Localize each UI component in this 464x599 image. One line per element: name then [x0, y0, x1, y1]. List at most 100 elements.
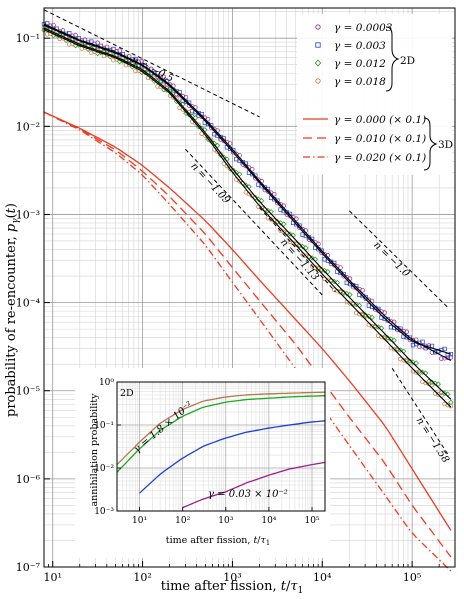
legend-label: γ = 0.0003: [334, 22, 393, 34]
series-marker: [117, 48, 122, 53]
legend-label: γ = 0.012: [334, 58, 386, 70]
series-marker: [429, 379, 435, 385]
series-marker: [338, 265, 343, 270]
main-axis-ticks: 10¹ 10² 10³ 10⁴ 10⁵10⁻⁷10⁻⁶10⁻⁵10⁻⁴10⁻³10⁻²1…: [16, 7, 456, 584]
series-marker: [382, 316, 387, 321]
model-curve: [43, 29, 452, 408]
series-marker: [429, 382, 435, 388]
power-law-guide: [348, 210, 449, 308]
series-marker: [249, 166, 255, 172]
legend: γ = 0.0003 γ = 0.003 γ = 0.012 γ = 0.018 γ =…: [297, 14, 453, 175]
series-marker: [294, 216, 299, 222]
x-tick-label: 10⁴: [313, 571, 332, 584]
series-marker: [303, 245, 309, 251]
series-marker: [413, 370, 419, 375]
series-marker: [442, 401, 447, 407]
legend-marker: [315, 78, 321, 84]
main-curves: [41, 21, 454, 572]
inset-x-tick-label: 10⁵: [304, 516, 319, 526]
series-marker: [236, 171, 243, 177]
x-tick-label: 10⁵: [403, 571, 421, 584]
y-tick-label: 10⁻²: [16, 120, 40, 133]
legend-label: γ = 0.018: [334, 76, 386, 88]
series-marker: [391, 337, 397, 343]
series-marker: [161, 74, 167, 80]
y-tick-label: 10⁻⁷: [16, 561, 41, 574]
series-marker: [369, 314, 375, 321]
main-x-axis-label: time after fission, t/τ1: [161, 579, 304, 596]
series-marker: [436, 392, 441, 397]
inset-y-tick-label: 10⁻²: [94, 464, 114, 474]
inset-x-tick-label: 10¹: [132, 516, 147, 526]
series-marker: [51, 22, 56, 28]
series-marker: [407, 360, 413, 365]
inset-y-tick-label: 10⁻³: [94, 507, 114, 517]
series-marker: [95, 40, 100, 46]
legend-brace-3d: [423, 117, 438, 171]
series-marker: [344, 280, 349, 285]
series-marker: [426, 381, 432, 387]
series-marker: [205, 116, 211, 122]
series-marker: [366, 303, 372, 308]
series-marker: [133, 68, 138, 74]
series-marker: [212, 132, 217, 137]
legend-marker: [315, 24, 321, 30]
series-marker: [413, 360, 419, 366]
legend-group-2d: 2D: [400, 55, 415, 67]
power-law-guide: [185, 148, 323, 296]
series-marker: [155, 84, 160, 89]
inset-series-line: [116, 391, 326, 466]
power-law-guide: [259, 207, 336, 293]
inset-annotation-gamma-low: γ = 0.03 × 10⁻²: [208, 489, 288, 500]
series-marker: [439, 356, 444, 361]
series-marker: [281, 221, 287, 227]
y-tick-label: 10⁻³: [16, 208, 40, 221]
power-law-guide: [43, 9, 260, 118]
series-marker: [199, 114, 204, 120]
legend-brace-2d: [385, 26, 400, 92]
series-marker: [44, 31, 50, 37]
legend-label: γ = 0.020 (× 0.1): [334, 152, 426, 164]
series-marker: [227, 141, 233, 146]
series-marker: [404, 329, 409, 335]
y-tick-label: 10⁻⁵: [16, 385, 40, 398]
main-y-axis-label: probability of re-encounter, pγ(t): [4, 203, 21, 417]
series-marker: [221, 154, 227, 160]
x-tick-label: 10³: [223, 571, 241, 584]
model-curve: [43, 27, 452, 400]
series-marker: [420, 379, 425, 385]
series-marker: [426, 378, 432, 385]
series-marker: [388, 325, 394, 330]
series-marker: [316, 241, 321, 247]
x-tick-label: 10²: [133, 571, 151, 584]
legend-box: [297, 14, 452, 175]
series-marker: [448, 399, 454, 406]
legend-label: γ = 0.003: [334, 40, 386, 52]
inset-plot-frame: [116, 381, 326, 512]
inset-x-tick-label: 10²: [175, 516, 190, 526]
series-marker: [170, 89, 177, 96]
model-curve: [43, 24, 452, 355]
series-marker: [177, 92, 182, 98]
main-plot-frame: [43, 7, 456, 568]
series-marker: [66, 41, 72, 47]
series-marker: [300, 232, 305, 237]
series-marker: [322, 257, 327, 262]
inset-x-tick-label: 10⁴: [261, 516, 276, 526]
series-marker: [272, 191, 277, 197]
series-marker: [325, 269, 331, 275]
series-marker: [258, 198, 265, 204]
series-marker: [214, 142, 221, 149]
x-tick-label: 10¹: [43, 571, 61, 584]
inset-y-tick-label: 10⁰: [99, 378, 114, 388]
series-marker: [382, 310, 387, 315]
series-marker: [347, 292, 353, 298]
inset-series-line: [139, 420, 326, 494]
series-line: [43, 111, 452, 531]
y-tick-label: 10⁻¹: [16, 32, 40, 45]
inset-series-line: [116, 395, 326, 473]
legend-label: γ = 0.010 (× 0.1): [334, 133, 426, 145]
inset-series-line: [182, 461, 326, 509]
inset-chart: 10¹ 10² 10³ 10⁴ 10⁵ 10⁻³ 10⁻² 10⁻¹ 10⁰ 2D time a…: [75, 368, 330, 558]
